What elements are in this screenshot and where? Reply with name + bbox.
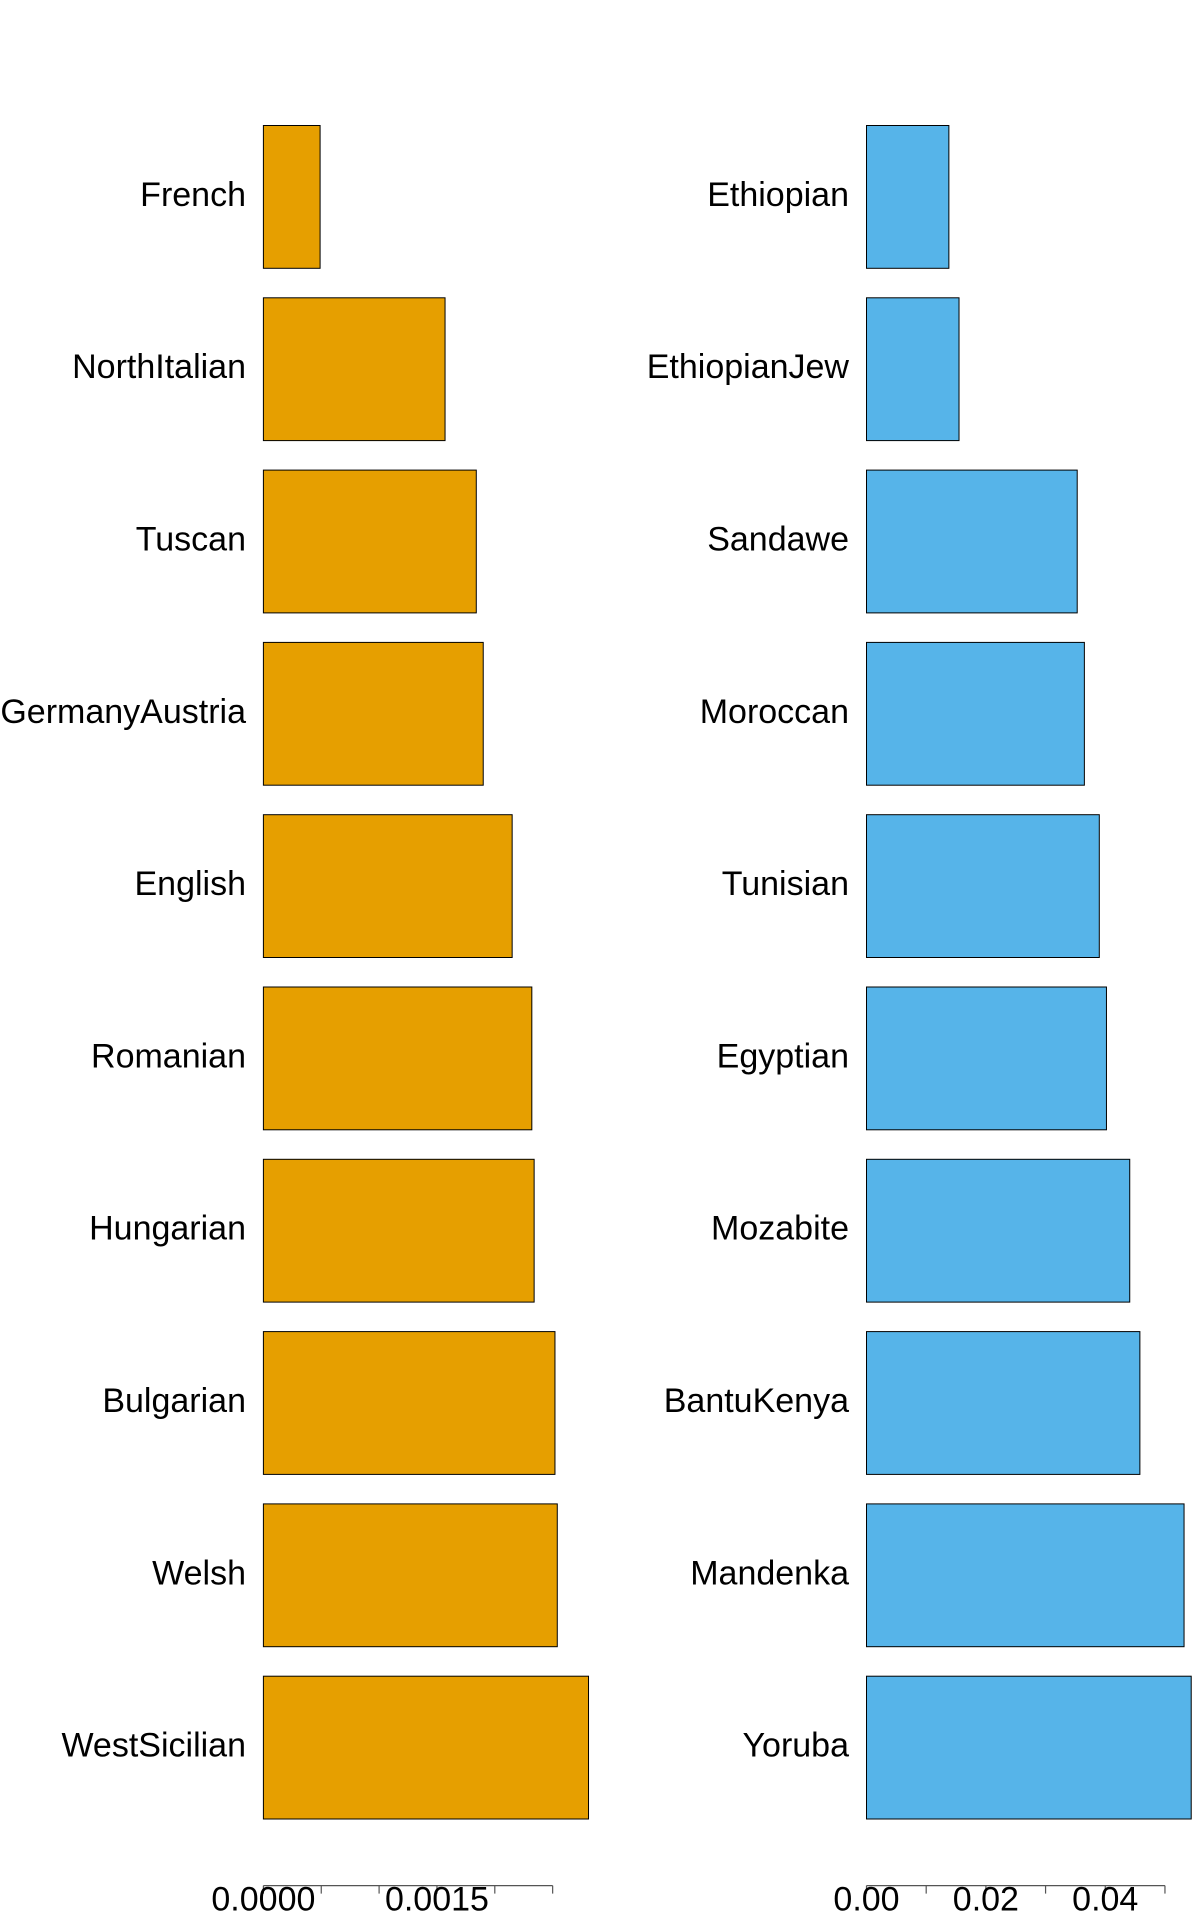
category-label: Tuscan: [136, 520, 246, 558]
bar: [866, 1675, 1192, 1820]
bar: [262, 1675, 590, 1820]
x-tick-label: 0.02: [953, 1881, 1019, 1919]
category-label: Mozabite: [711, 1210, 849, 1248]
bar: [262, 1331, 556, 1475]
bar: [866, 986, 1107, 1131]
bar: [866, 1503, 1185, 1648]
bar: [866, 297, 960, 442]
bar: [262, 814, 513, 959]
category-label: WestSicilian: [61, 1727, 246, 1765]
bar: [866, 641, 1085, 786]
category-label: Egyptian: [717, 1037, 849, 1075]
category-label: Welsh: [152, 1554, 246, 1592]
category-label: Hungarian: [89, 1210, 246, 1248]
bar: [866, 469, 1078, 614]
bar: [866, 125, 950, 269]
bar: [262, 1158, 535, 1303]
bar: [262, 1503, 558, 1648]
category-label: GermanyAustria: [0, 693, 246, 731]
bar: [262, 986, 533, 1131]
bar: [262, 469, 477, 614]
category-label: Tunisian: [722, 865, 849, 903]
category-label: EthiopianJew: [647, 348, 850, 386]
category-label: Sandawe: [707, 520, 849, 558]
category-label: French: [140, 176, 246, 214]
category-label: Ethiopian: [707, 176, 849, 214]
category-label: Romanian: [91, 1037, 246, 1075]
category-label: Bulgarian: [102, 1382, 246, 1420]
category-label: Mandenka: [690, 1554, 849, 1592]
x-tick-label: 0.0015: [385, 1881, 489, 1919]
category-label: English: [134, 865, 246, 903]
category-label: NorthItalian: [72, 348, 246, 386]
bar: [262, 297, 446, 442]
bar: [866, 1158, 1131, 1303]
x-tick-label: 0.04: [1072, 1881, 1138, 1919]
x-tick-label: 0.0000: [211, 1881, 315, 1919]
bar: [262, 125, 321, 269]
category-label: Yoruba: [742, 1727, 849, 1765]
bar: [262, 641, 484, 786]
category-label: BantuKenya: [664, 1382, 849, 1420]
x-tick-label: 0.00: [833, 1881, 899, 1919]
category-label: Moroccan: [700, 693, 849, 731]
bar: [866, 1331, 1141, 1475]
bar: [866, 814, 1100, 959]
